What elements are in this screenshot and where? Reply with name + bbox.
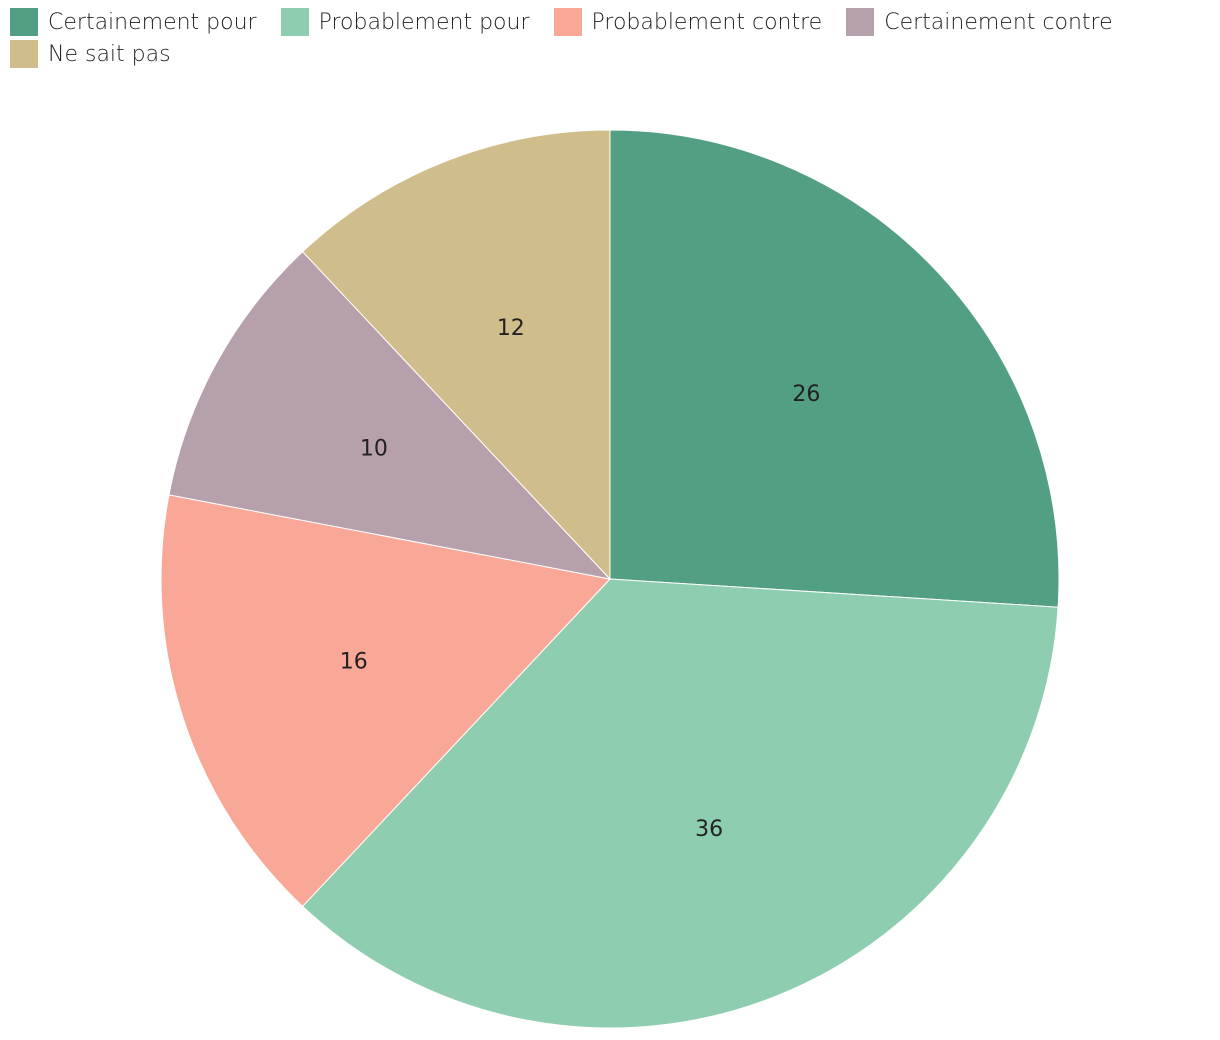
pie-slice-certainement-contre bbox=[168, 250, 612, 580]
legend-item-probablement-pour: Probablement pour bbox=[280, 8, 530, 36]
pie-label-certainement-contre: 10 bbox=[360, 437, 388, 462]
legend-item-certainement-contre: Certainement contre bbox=[846, 8, 1113, 36]
chart-legend: Certainement pour Probablement pour Prob… bbox=[10, 8, 1200, 68]
legend-swatch-certainement-pour bbox=[10, 8, 38, 36]
legend-swatch-probablement-contre bbox=[553, 8, 582, 36]
pie-label-probablement-pour: 36 bbox=[695, 817, 723, 842]
legend-item-probablement-contre: Probablement contre bbox=[553, 8, 823, 36]
legend-label-ne-sait-pas: Ne sait pas bbox=[48, 41, 171, 67]
legend-swatch-certainement-contre bbox=[846, 8, 875, 36]
pie-slice-probablement-pour bbox=[301, 578, 1059, 1029]
legend-label-certainement-contre: Certainement contre bbox=[884, 9, 1113, 35]
pie-slice-certainement-pour bbox=[609, 129, 1060, 608]
legend-item-ne-sait-pas: Ne sait pas bbox=[10, 40, 171, 68]
legend-label-probablement-contre: Probablement contre bbox=[591, 9, 823, 35]
pie-label-certainement-pour: 26 bbox=[792, 382, 820, 407]
pie-label-ne-sait-pas: 12 bbox=[497, 316, 525, 341]
legend-swatch-probablement-pour bbox=[280, 8, 309, 36]
pie-slice-probablement-contre bbox=[160, 494, 611, 908]
legend-swatch-ne-sait-pas bbox=[10, 40, 38, 68]
legend-label-probablement-pour: Probablement pour bbox=[318, 9, 530, 35]
legend-item-certainement-pour: Certainement pour bbox=[10, 8, 257, 36]
pie-slice-ne-sait-pas bbox=[301, 129, 611, 581]
legend-label-certainement-pour: Certainement pour bbox=[48, 9, 257, 35]
pie-label-probablement-contre: 16 bbox=[340, 650, 368, 675]
